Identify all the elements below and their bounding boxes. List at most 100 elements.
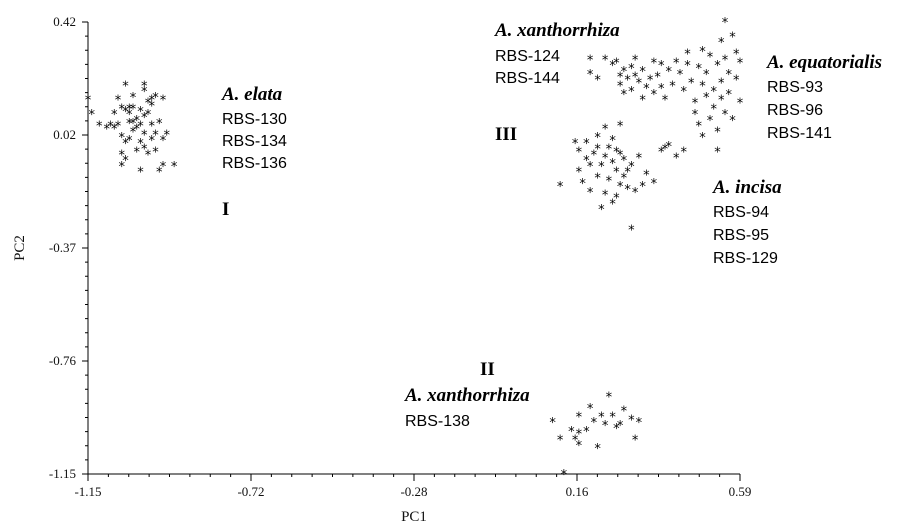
data-point: * [606,174,613,189]
data-point: * [733,48,740,63]
y-tick-label: -1.15 [49,466,76,481]
data-point: * [594,74,601,89]
data-point: * [677,68,684,83]
data-point: * [111,108,118,123]
data-point: * [141,143,148,158]
data-point: * [156,117,163,132]
data-point: * [714,146,721,161]
x-axis-label: PC1 [401,509,427,525]
data-point: * [636,151,643,166]
data-point: * [658,82,665,97]
data-points: *** *************************************… [85,16,744,483]
data-point: * [576,166,583,181]
data-point: * [643,169,650,184]
data-point: * [707,114,714,129]
data-point: * [666,65,673,80]
data-point: * [145,97,152,112]
data-point: * [606,143,613,158]
data-point: * [692,97,699,112]
data-point: * [148,134,155,149]
data-point: * [133,146,140,161]
data-point: * [628,85,635,100]
group-label-I: I [222,199,229,220]
data-point: * [737,56,744,71]
x-ticks: -1.15 -0.72 -0.28 0.16 0.59 [74,474,751,499]
data-point: * [726,88,733,103]
data-point: * [602,53,609,68]
data-point: * [613,192,620,207]
data-point: * [609,157,616,172]
data-point: * [714,59,721,74]
data-point: * [141,111,148,126]
strain-label: RBS-136 [222,155,287,172]
data-point: * [122,154,129,169]
y-tick-label: -0.76 [49,353,77,368]
data-point: * [729,114,736,129]
data-point: * [613,56,620,71]
data-point: * [737,97,744,112]
data-point: * [126,117,133,132]
data-point: * [583,425,590,440]
data-point: * [594,143,601,158]
data-point: * [711,85,718,100]
y-ticks: 0.42 0.02 -0.37 -0.76 -1.15 [49,14,88,481]
data-point: * [591,416,598,431]
data-point: * [688,76,695,91]
data-point: * [651,88,658,103]
data-point: * [718,94,725,109]
y-axis-label: PC2 [12,235,28,261]
data-point: * [647,74,654,89]
data-point: * [621,171,628,186]
data-point: * [624,183,631,198]
data-point: * [598,203,605,218]
data-point: * [639,94,646,109]
data-point: * [118,131,125,146]
x-tick-label: -0.28 [400,484,427,499]
x-tick-label: 0.16 [566,484,589,499]
data-point: * [133,114,140,129]
data-point: * [145,108,152,123]
data-point: * [729,30,736,45]
data-point: * [103,123,110,138]
data-point: * [602,419,609,434]
data-point: * [651,177,658,192]
data-point: * [137,105,144,120]
data-point: * [617,120,624,135]
data-point: * [572,137,579,152]
data-point: * [699,45,706,60]
data-point: * [115,94,122,109]
data-point: * [669,79,676,94]
data-point: * [606,390,613,405]
data-point: * [148,94,155,109]
data-point: * [594,171,601,186]
strain-label: RBS-138 [405,413,470,430]
species-label-elata: A. elata [221,84,283,105]
data-point: * [722,108,729,123]
data-point: * [152,91,159,106]
data-point: * [163,128,170,143]
data-point: * [617,79,624,94]
data-point: * [602,189,609,204]
data-point: * [122,137,129,152]
data-point: * [681,85,688,100]
data-point: * [171,160,178,175]
data-point: * [115,120,122,135]
data-point: * [722,16,729,31]
data-point: * [609,197,616,212]
data-point: * [137,166,144,181]
data-point: * [568,425,575,440]
data-point: * [133,123,140,138]
data-point: * [613,422,620,437]
data-point: * [152,128,159,143]
x-tick-label: 0.59 [729,484,752,499]
data-point: * [148,99,155,114]
species-label-xanthorrhiza-III: A. xanthorrhiza [494,20,620,41]
strain-label: RBS-95 [713,227,769,244]
data-point: * [587,186,594,201]
data-point: * [662,143,669,158]
y-tick-label: 0.02 [53,127,76,142]
data-point: * [703,91,710,106]
data-point: * [587,402,594,417]
data-point: * [130,117,137,132]
data-point: * [122,79,129,94]
